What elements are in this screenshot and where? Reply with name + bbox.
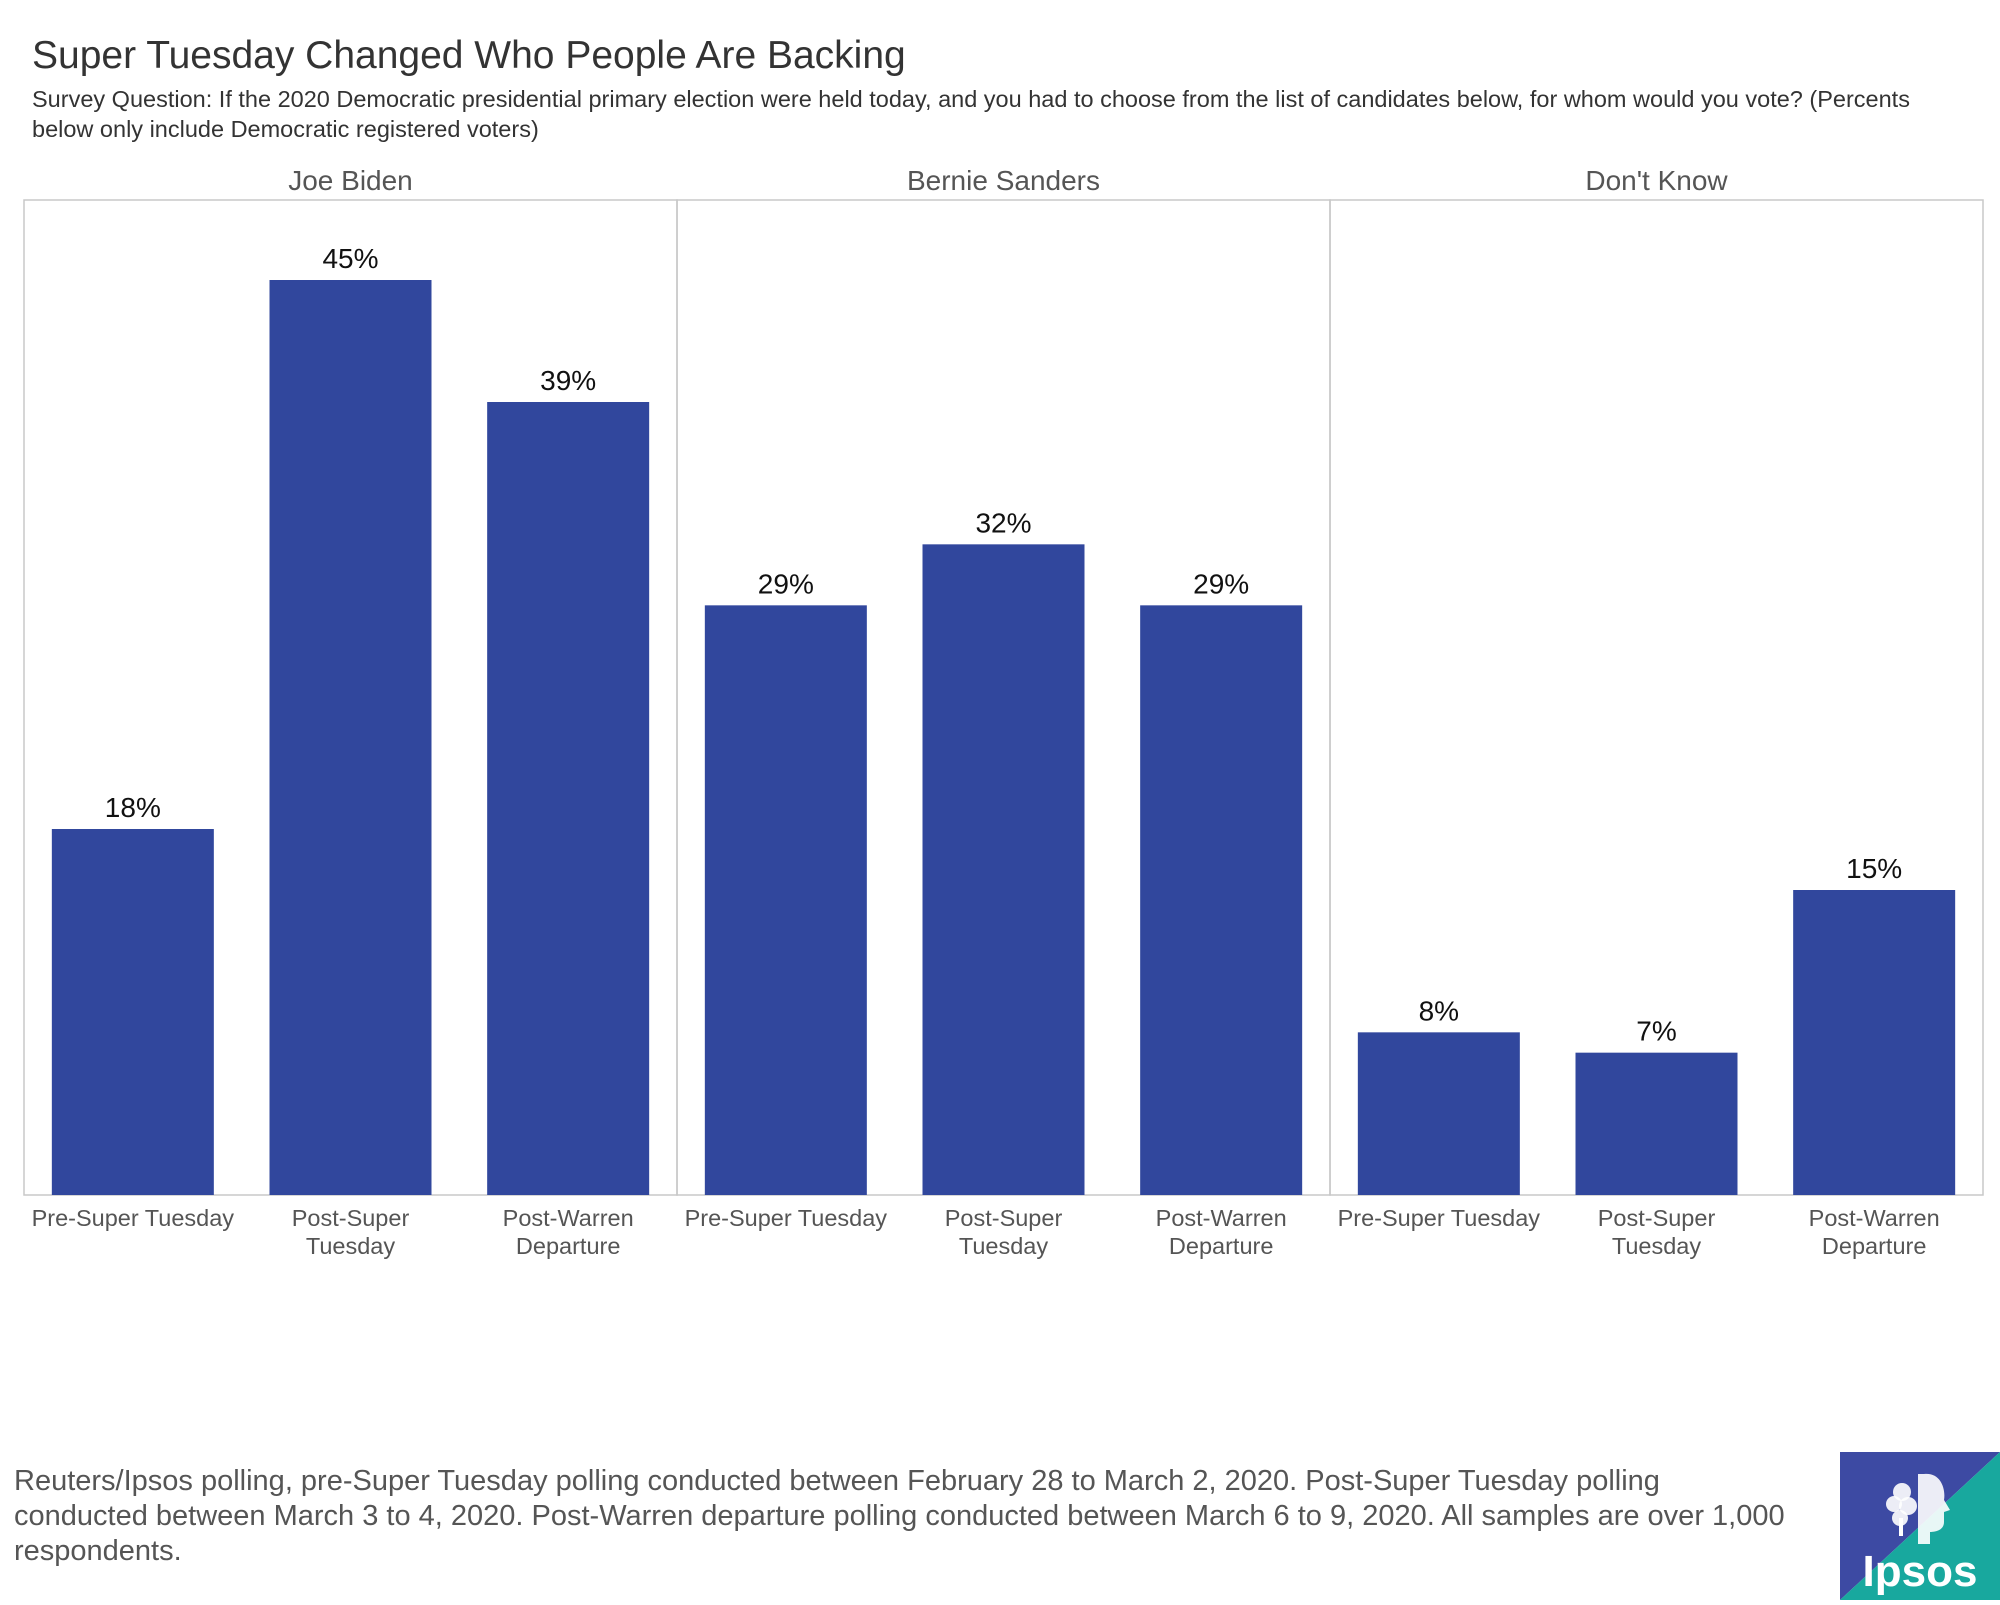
ipsos-head-tree-icon <box>1886 1473 1950 1544</box>
bar-chart: Joe Biden 18% Pre-Super Tuesday 45% Post-Sup… <box>23 165 1984 1259</box>
bar-bernie-sanders-1 <box>704 605 867 1195</box>
tick-label-joe-biden-1: Pre-Super Tuesday <box>32 1205 235 1231</box>
data-label-don-t-know-3: 15% <box>1846 853 1902 884</box>
bar-don-t-know-2 <box>1575 1052 1738 1195</box>
tick-label-joe-biden-2: Post-Super Tuesday <box>292 1205 410 1259</box>
facet-label-don-t-know: Don't Know <box>1585 165 1728 196</box>
data-label-joe-biden-2: 45% <box>322 243 378 274</box>
bar-bernie-sanders-2 <box>922 544 1085 1195</box>
tick-label-bernie-sanders-2: Post-Super Tuesday <box>945 1205 1063 1259</box>
bar-don-t-know-3 <box>1793 890 1956 1195</box>
bar-joe-biden-3 <box>487 402 650 1195</box>
tick-label-bernie-sanders-1: Pre-Super Tuesday <box>685 1205 888 1231</box>
bar-don-t-know-1 <box>1357 1032 1520 1195</box>
data-label-joe-biden-1: 18% <box>105 792 161 823</box>
data-label-bernie-sanders-1: 29% <box>758 568 814 599</box>
chart-title: Super Tuesday Changed Who People Are Bac… <box>32 34 906 77</box>
bar-joe-biden-2 <box>269 280 432 1195</box>
data-label-bernie-sanders-2: 32% <box>975 507 1031 538</box>
logo-text: Ipsos <box>1863 1547 1978 1596</box>
data-label-joe-biden-3: 39% <box>540 365 596 396</box>
chart-subtitle: Survey Question: If the 2020 Democratic … <box>32 86 1910 142</box>
source-note: Reuters/Ipsos polling, pre-Super Tuesday… <box>14 1465 1785 1567</box>
tick-label-joe-biden-3: Post-Warren Departure <box>503 1205 634 1259</box>
data-label-don-t-know-1: 8% <box>1419 995 1459 1026</box>
facet-label-bernie-sanders: Bernie Sanders <box>907 165 1100 196</box>
data-label-don-t-know-2: 7% <box>1636 1016 1676 1047</box>
tick-label-don-t-know-2: Post-Super Tuesday <box>1598 1205 1716 1259</box>
bar-bernie-sanders-3 <box>1140 605 1303 1195</box>
ipsos-logo: Ipsos <box>1840 1452 2000 1600</box>
data-label-bernie-sanders-3: 29% <box>1193 568 1249 599</box>
facet-label-joe-biden: Joe Biden <box>288 165 413 196</box>
tick-label-don-t-know-1: Pre-Super Tuesday <box>1338 1205 1541 1231</box>
tick-label-don-t-know-3: Post-Warren Departure <box>1809 1205 1940 1259</box>
tick-label-bernie-sanders-3: Post-Warren Departure <box>1156 1205 1287 1259</box>
bar-joe-biden-1 <box>51 829 214 1195</box>
